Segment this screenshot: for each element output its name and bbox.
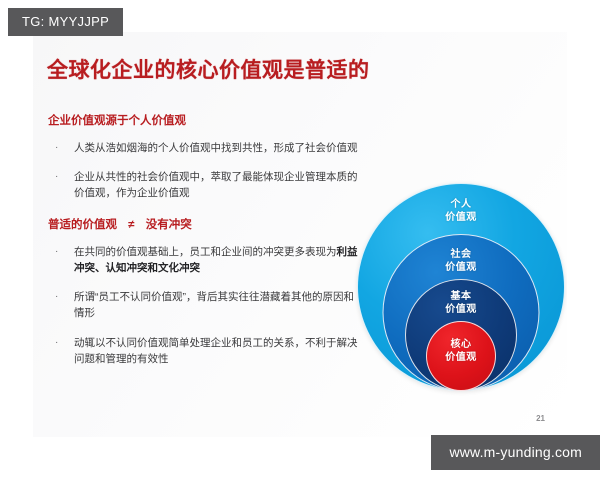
bullet-item: · 在共同的价值观基础上，员工和企业间的冲突更多表现为利益冲突、认知冲突和文化冲… (48, 244, 358, 277)
slide-title: 全球化企业的核心价值观是普适的 (47, 59, 370, 82)
ring-social-label-line1: 社会 (450, 249, 472, 260)
ring-social-label: 社会 价值观 (355, 249, 567, 274)
section-two-bullets: · 在共同的价值观基础上，员工和企业间的冲突更多表现为利益冲突、认知冲突和文化冲… (48, 244, 358, 368)
ring-core-values (426, 321, 496, 391)
bullet-dot-icon: · (55, 336, 59, 348)
page-number: 21 (536, 414, 545, 423)
ring-personal-label: 个人 价值观 (355, 199, 567, 224)
ring-core-label: 核心 价值观 (355, 339, 567, 364)
slide-canvas: 全球化企业的核心价值观是普适的 企业价值观源于个人价值观 · 人类从浩如烟海的个… (33, 32, 567, 437)
bullet-item: · 企业从共性的社会价值观中，萃取了最能体现企业管理本质的价值观，作为企业价值观 (48, 169, 358, 202)
ring-core-label-line2: 价值观 (445, 351, 477, 363)
section-two-heading: 普适的价值观 ≠ 没有冲突 (48, 218, 358, 233)
bullet-emphasis: 利益冲突、认知冲突和文化冲突 (74, 245, 358, 274)
section-one: 企业价值观源于个人价值观 · 人类从浩如烟海的个人价值观中找到共性，形成了社会价… (48, 114, 358, 202)
bullet-item: · 人类从浩如烟海的个人价值观中找到共性，形成了社会价值观 (48, 140, 358, 156)
bullet-dot-icon: · (55, 245, 59, 257)
bullet-dot-icon: · (55, 291, 59, 303)
values-circle-diagram: 个人 价值观 社会 价值观 基本 价值观 核心 价值观 (355, 147, 567, 391)
ring-personal-label-line1: 个人 (450, 199, 472, 210)
site-watermark: www.m-yunding.com (431, 435, 600, 470)
bullet-item: · 动辄以不认同价值观简单处理企业和员工的关系，不利于解决问题和管理的有效性 (48, 335, 358, 368)
section-two: 普适的价值观 ≠ 没有冲突 · 在共同的价值观基础上，员工和企业间的冲突更多表现… (48, 218, 358, 368)
not-equal-icon: ≠ (128, 218, 135, 231)
bullet-text: 人类从浩如烟海的个人价值观中找到共性，形成了社会价值观 (74, 141, 358, 154)
ring-basic-label: 基本 价值观 (355, 291, 567, 316)
ring-basic-label-line1: 基本 (450, 291, 472, 302)
bullet-text: 企业从共性的社会价值观中，萃取了最能体现企业管理本质的价值观，作为企业价值观 (74, 171, 358, 200)
ring-basic-label-line2: 价值观 (445, 303, 477, 315)
bullet-item: · 所谓“员工不认同价值观”，背后其实往往潜藏着其他的原因和情形 (48, 289, 358, 322)
tg-watermark: TG: MYYJJPP (8, 8, 124, 36)
section-one-bullets: · 人类从浩如烟海的个人价值观中找到共性，形成了社会价值观 · 企业从共性的社会… (48, 140, 358, 202)
ring-core-label-line1: 核心 (450, 339, 472, 350)
bullet-dot-icon: · (55, 171, 59, 183)
section-two-heading-right: 没有冲突 (145, 218, 192, 231)
bullet-text: 所谓“员工不认同价值观”，背后其实往往潜藏着其他的原因和情形 (74, 291, 354, 320)
bullet-text: 动辄以不认同价值观简单处理企业和员工的关系，不利于解决问题和管理的有效性 (74, 336, 358, 365)
ring-personal-label-line2: 价值观 (445, 211, 477, 223)
bullet-text: 在共同的价值观基础上，员工和企业间的冲突更多表现为 (74, 245, 337, 258)
section-one-heading: 企业价值观源于个人价值观 (48, 115, 186, 127)
bullet-dot-icon: · (55, 141, 59, 153)
ring-social-label-line2: 价值观 (445, 261, 477, 273)
section-two-heading-left: 普适的价值观 (48, 218, 117, 231)
slide-body-text: 企业价值观源于个人价值观 · 人类从浩如烟海的个人价值观中找到共性，形成了社会价… (48, 114, 358, 367)
